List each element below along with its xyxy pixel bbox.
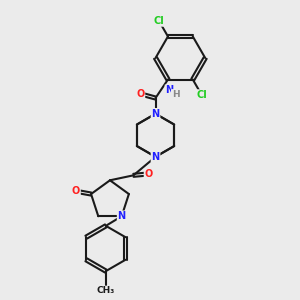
Text: H: H xyxy=(172,90,179,99)
Text: CH₃: CH₃ xyxy=(97,286,115,295)
Text: O: O xyxy=(145,169,153,179)
Text: N: N xyxy=(152,152,160,162)
Text: N: N xyxy=(118,211,126,221)
Text: Cl: Cl xyxy=(196,90,207,100)
Text: Cl: Cl xyxy=(154,16,164,26)
Text: O: O xyxy=(136,89,145,99)
Text: N: N xyxy=(152,109,160,119)
Text: O: O xyxy=(72,186,80,196)
Text: N: N xyxy=(165,85,173,95)
